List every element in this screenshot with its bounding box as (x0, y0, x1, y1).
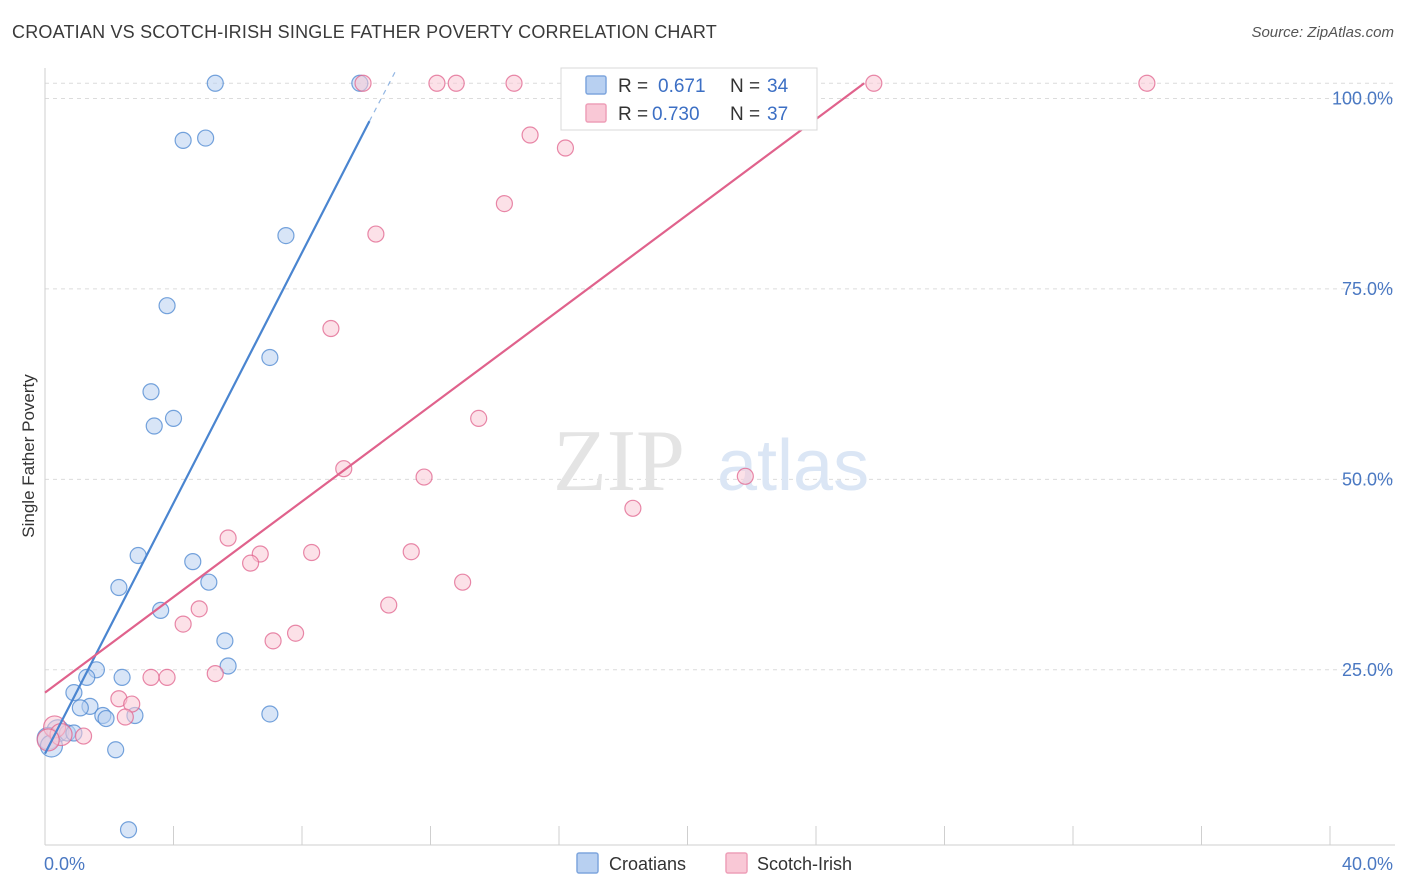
scotch-irish-point-8 (495, 194, 513, 213)
scotch-irish-point-27 (206, 665, 224, 683)
legend-n-label-1: N = (730, 76, 760, 97)
scotch-irish-point-10 (322, 319, 340, 338)
y-tick-label-0: 25.0% (1342, 660, 1393, 680)
croatians-point-3 (197, 129, 215, 147)
scotch-irish-point-9 (367, 225, 385, 243)
scotch-irish-point-32 (116, 708, 134, 726)
scotch-irish-point-3 (505, 74, 523, 92)
croatians-point-26 (261, 705, 279, 723)
croatians-point-14 (152, 601, 170, 619)
x-tick-label-1: 40.0% (1342, 854, 1393, 874)
scotch-irish-point-5 (1138, 74, 1156, 92)
scotch-irish-point-11 (470, 409, 488, 428)
legend-n-value-1: 34 (767, 76, 789, 97)
croatians-points (36, 74, 369, 839)
croatians-point-4 (277, 226, 295, 245)
scotch-irish-point-16 (219, 529, 237, 547)
legend-r-value-2: 0.730 (652, 104, 700, 125)
croatians-point-25 (97, 709, 115, 728)
chart-title: CROATIAN VS SCOTCH-IRISH SINGLE FATHER P… (12, 22, 717, 42)
scotch-irish-point-28 (142, 668, 160, 687)
scotch-irish-point-24 (174, 615, 192, 633)
scotch-irish-points (36, 74, 1156, 752)
croatians-point-6 (261, 348, 279, 367)
legend-box: R = 0.671 N = 34 R = 0.730 N = 37 (560, 67, 818, 131)
bottom-legend-swatch-scotch-irish (725, 852, 748, 874)
scotch-irish-point-6 (521, 126, 539, 144)
y-axis-title: Single Father Poverty (19, 374, 38, 538)
croatians-point-8 (145, 417, 163, 435)
y-tick-label-1: 50.0% (1342, 469, 1393, 489)
scotch-irish-point-15 (624, 499, 642, 517)
x-ticks (44, 826, 1331, 845)
legend-n-value-2: 37 (767, 104, 788, 125)
bottom-legend-scotch-irish: Scotch-Irish (757, 854, 852, 874)
scotch-irish-point-13 (415, 468, 433, 486)
croatians-trend-line (44, 120, 371, 755)
legend-r-value-1: 0.671 (658, 76, 706, 97)
y-tick-label-3: 100.0% (1332, 88, 1393, 108)
croatians-point-7 (142, 383, 160, 401)
croatians-point-0 (206, 74, 224, 92)
legend-swatch-scotch-irish (585, 103, 607, 123)
croatians-trend-extension (368, 71, 396, 122)
bottom-legend-swatch-croatians (576, 852, 599, 874)
croatians-point-11 (184, 553, 202, 571)
legend-swatch-croatians (585, 75, 607, 95)
croatians-point-16 (219, 657, 237, 675)
scotch-irish-trend-line (44, 82, 865, 694)
scotch-irish-point-22 (380, 596, 398, 614)
bottom-legend: Croatians Scotch-Irish (576, 852, 852, 874)
watermark: ZIP atlas (553, 413, 869, 510)
watermark-zip: ZIP (553, 413, 685, 510)
y-tick-labels: 25.0% 50.0% 75.0% 100.0% (1332, 88, 1393, 679)
grid-lines (45, 82, 1395, 671)
scotch-irish-point-1 (428, 74, 446, 92)
croatians-point-33 (119, 821, 138, 839)
scotch-irish-point-25 (286, 624, 305, 642)
croatians-point-9 (164, 409, 183, 428)
axes (44, 68, 1395, 846)
scotch-irish-point-19 (402, 543, 420, 561)
croatians-point-12 (110, 578, 128, 597)
croatians-point-32 (107, 741, 125, 759)
scotch-irish-point-0 (354, 74, 372, 92)
y-tick-label-2: 75.0% (1342, 279, 1393, 299)
scotch-irish-point-4 (865, 74, 883, 92)
croatians-point-22 (71, 699, 89, 717)
scotch-irish-point-14 (736, 467, 754, 485)
scotch-irish-point-26 (264, 632, 282, 650)
croatians-point-13 (200, 573, 218, 591)
x-tick-labels: 0.0% 40.0% (44, 854, 1393, 874)
scotch-irish-point-2 (447, 74, 465, 92)
croatians-point-2 (174, 131, 192, 149)
scotch-irish-point-35 (74, 727, 93, 745)
legend-r-label-1: R = (618, 76, 648, 97)
scotch-irish-point-23 (190, 600, 208, 618)
watermark-atlas: atlas (717, 426, 869, 506)
legend-n-label-2: N = (730, 104, 760, 125)
scotch-irish-point-18 (303, 543, 321, 562)
scotch-irish-point-21 (454, 573, 472, 591)
x-tick-label-0: 0.0% (44, 854, 85, 874)
scotch-irish-point-7 (556, 139, 575, 157)
trend-lines (44, 71, 865, 755)
source-credit: Source: ZipAtlas.com (1251, 24, 1394, 41)
scotch-irish-point-20 (242, 554, 260, 572)
bottom-legend-croatians: Croatians (609, 854, 686, 874)
croatians-point-5 (158, 297, 176, 315)
croatians-point-15 (216, 632, 234, 650)
scotch-irish-point-29 (158, 668, 176, 687)
legend-r-label-2: R = (618, 104, 648, 125)
croatians-point-18 (113, 668, 131, 687)
